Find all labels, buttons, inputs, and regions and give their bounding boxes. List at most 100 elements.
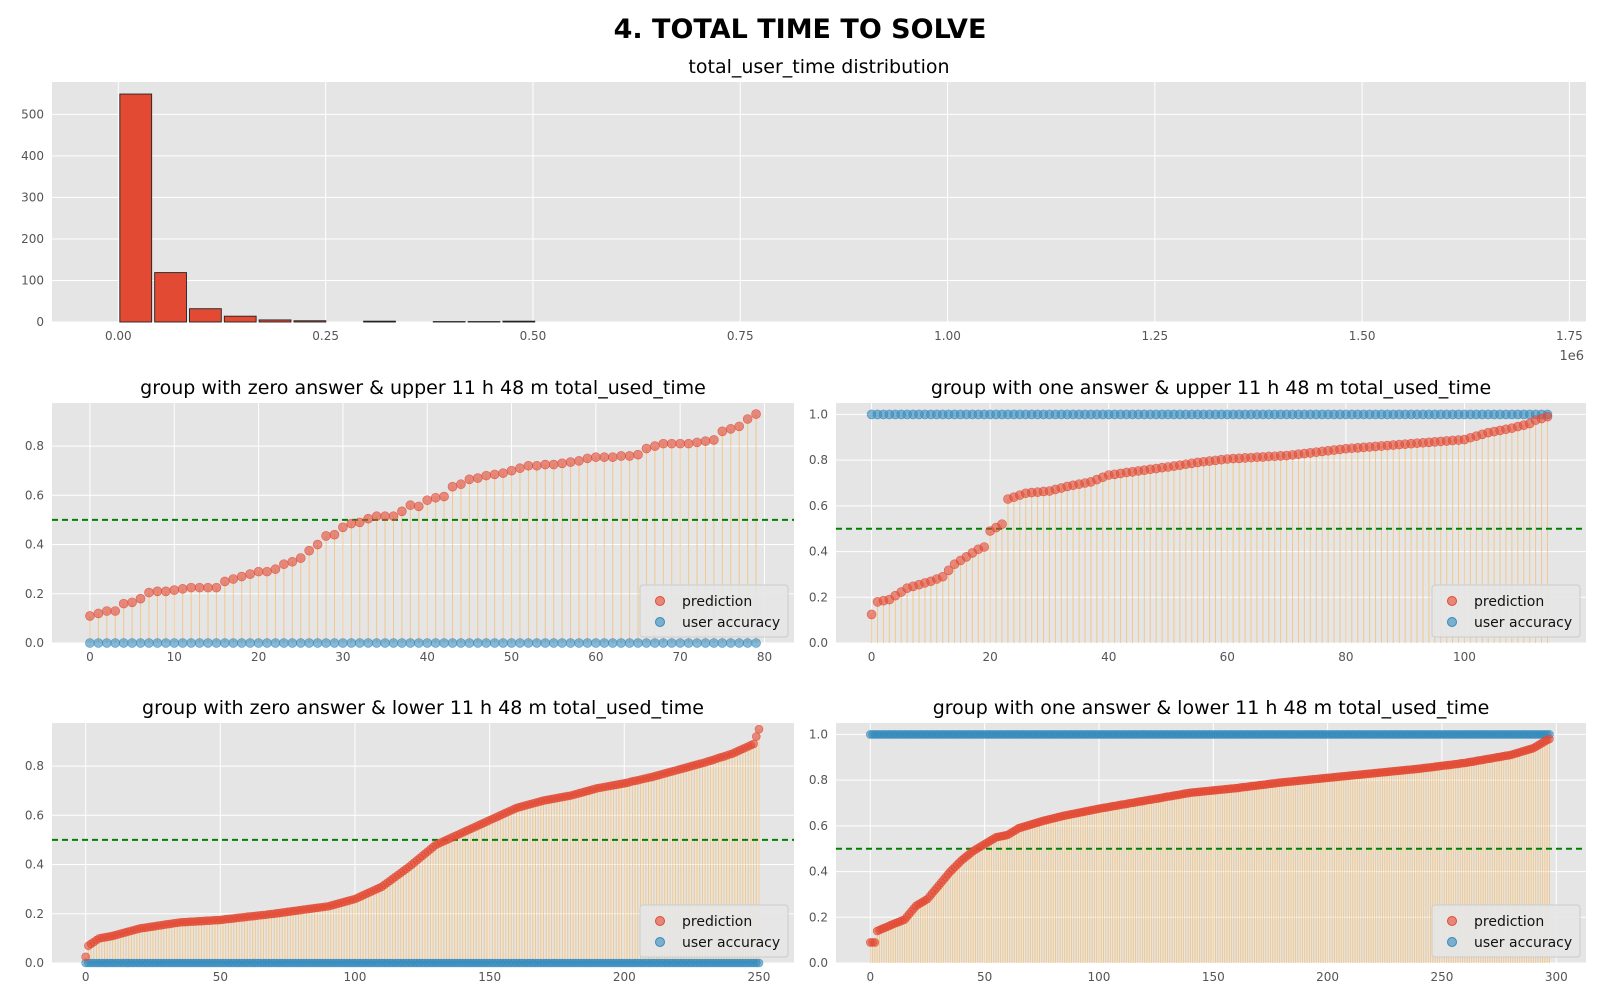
user-accuracy-point — [186, 638, 196, 648]
user-accuracy-point — [439, 638, 449, 648]
x-tick-label: 250 — [1430, 970, 1453, 984]
y-tick-label: 0.4 — [25, 858, 44, 872]
prediction-point — [616, 451, 626, 461]
user-accuracy-point — [262, 638, 272, 648]
user-accuracy-point — [616, 638, 626, 648]
legend-marker-prediction — [1447, 916, 1457, 926]
legend-marker-user-accuracy — [655, 617, 665, 627]
user-accuracy-point — [683, 638, 694, 648]
prediction-points — [865, 734, 1554, 947]
user-accuracy-point — [363, 638, 373, 648]
y-tick-label: 0.8 — [809, 453, 828, 467]
y-tick-label: 0.2 — [25, 587, 44, 601]
legend-label-user-accuracy: user accuracy — [682, 935, 780, 951]
user-accuracy-point — [211, 638, 222, 648]
legend: prediction user accuracy — [639, 584, 789, 638]
prediction-point — [354, 517, 365, 528]
prediction-points — [81, 724, 764, 962]
histogram-bar — [119, 93, 153, 323]
prediction-point — [683, 438, 694, 449]
x-tick-label: 200 — [1316, 970, 1339, 984]
prediction-point — [658, 438, 669, 449]
legend: prediction user accuracy — [1431, 584, 1581, 638]
prediction-point — [93, 608, 104, 619]
x-tick-label: 1.25 — [1141, 329, 1168, 343]
prediction-point — [262, 566, 272, 577]
prediction-point — [540, 459, 551, 470]
prediction-point — [565, 457, 576, 467]
user-accuracy-point — [599, 638, 610, 648]
user-accuracy-point — [85, 638, 95, 648]
x-tick-label: 0 — [868, 650, 876, 664]
user-accuracy-point — [464, 638, 475, 648]
y-tick-label: 0 — [36, 315, 44, 329]
x-tick-label: 0 — [82, 970, 90, 984]
user-accuracy-point — [725, 638, 736, 648]
user-accuracy-point — [236, 638, 247, 648]
user-accuracy-point — [489, 638, 500, 648]
x-tick-label: 1.00 — [934, 329, 961, 343]
prediction-point — [717, 426, 728, 437]
x-tick-label: 0.50 — [520, 329, 547, 343]
prediction-point — [413, 501, 424, 512]
y-tick-label: 500 — [21, 107, 44, 121]
prediction-point — [270, 564, 281, 574]
user-accuracy-point — [354, 638, 365, 648]
prediction-point — [1545, 734, 1554, 744]
x-tick-label: 100 — [1453, 650, 1476, 664]
legend-marker-user-accuracy — [655, 937, 665, 947]
user-accuracy-point — [742, 638, 753, 648]
user-accuracy-point — [666, 638, 677, 648]
x-tick-label: 20 — [251, 650, 266, 664]
user-accuracy-point — [287, 638, 298, 648]
user-accuracy-point — [582, 638, 593, 648]
y-tick-label: 0.2 — [809, 910, 828, 924]
prediction-point — [346, 518, 357, 529]
user-accuracy-point — [498, 638, 508, 648]
user-accuracy-point — [220, 638, 230, 648]
x-tick-label: 100 — [344, 970, 367, 984]
chart-title: total_user_time distribution — [688, 56, 949, 78]
prediction-point — [473, 473, 483, 483]
x-tick-label: 50 — [213, 970, 228, 984]
legend-box — [1431, 584, 1581, 638]
x-offset-label: 1e6 — [1559, 349, 1584, 364]
histogram-bar — [363, 320, 396, 323]
y-tick-label: 0.0 — [809, 956, 828, 970]
prediction-point — [641, 443, 652, 454]
x-tick-label: 50 — [504, 650, 519, 664]
prediction-point — [979, 542, 990, 552]
prediction-point — [85, 611, 95, 621]
histogram-bar — [258, 319, 292, 323]
y-tick-label: 100 — [21, 273, 44, 287]
x-tick-label: 70 — [673, 650, 688, 664]
plot-area — [52, 82, 1586, 322]
prediction-point — [329, 529, 340, 540]
user-accuracy-point — [253, 638, 264, 648]
user-accuracy-point — [279, 638, 289, 648]
x-tick-label: 0 — [86, 650, 94, 664]
user-accuracy-point — [422, 638, 433, 648]
y-tick-label: 1.0 — [809, 407, 828, 421]
user-accuracy-point — [473, 638, 483, 648]
prediction-point — [295, 553, 306, 563]
legend-marker-prediction — [1447, 596, 1457, 606]
prediction-point — [203, 582, 213, 593]
legend-label-prediction: prediction — [682, 594, 752, 610]
user-accuracy-point — [321, 638, 331, 648]
x-tick-label: 100 — [1088, 970, 1111, 984]
x-tick-label: 10 — [167, 650, 182, 664]
user-accuracy-point — [565, 638, 576, 648]
prediction-point — [236, 571, 247, 582]
prediction-point — [312, 539, 323, 550]
histogram-bars — [119, 93, 536, 323]
legend-marker-user-accuracy — [1447, 937, 1457, 947]
prediction-point — [582, 453, 593, 464]
prediction-point — [997, 519, 1007, 529]
user-accuracy-point — [523, 638, 534, 648]
legend-label-user-accuracy: user accuracy — [1474, 615, 1572, 631]
user-accuracy-point — [481, 638, 492, 648]
user-accuracy-point — [607, 638, 618, 648]
y-tick-label: 0.0 — [25, 956, 44, 970]
